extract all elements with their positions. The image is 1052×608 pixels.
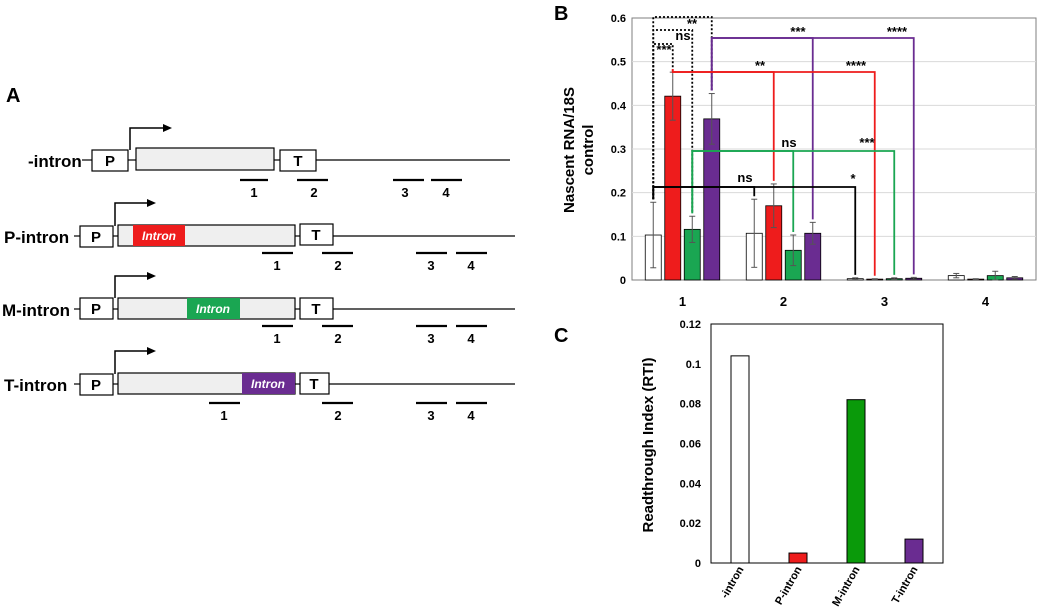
promoter-label: P: [105, 153, 115, 170]
bar-P-intron-1: [664, 95, 682, 281]
construct-p-intron: P-intron P Intron T 1 2 3 4: [4, 199, 515, 273]
terminator-box: [299, 223, 334, 246]
y-axis-title: Readthrough Index (RTI): [640, 358, 657, 533]
probe-3-label: 3: [427, 331, 434, 346]
significance-label: ****: [846, 58, 867, 73]
plot-area: [710, 323, 944, 564]
probe-4-label: 4: [467, 408, 475, 423]
promoter-label: P: [91, 301, 101, 318]
y-tick-label: 0.2: [611, 188, 626, 200]
intron-label: Intron: [142, 229, 176, 243]
intron-label: Intron: [196, 302, 230, 316]
bar-M-intron: [846, 399, 866, 564]
significance-label: ***: [790, 24, 806, 39]
y-tick-label: 0: [695, 558, 701, 570]
y-tick-label: 0.1: [611, 231, 626, 243]
y-tick-label: 0.04: [680, 478, 702, 490]
significance-bracket: [710, 37, 915, 275]
probe-1-label: 1: [273, 331, 280, 346]
probe-4-label: 4: [467, 331, 475, 346]
probe-3-label: 3: [401, 185, 408, 200]
promoter-label: P: [91, 377, 101, 394]
intron-label: Intron: [251, 377, 285, 391]
construct-label: -intron: [28, 152, 82, 171]
y-tick-label: 0.5: [611, 57, 626, 69]
construct-label: T-intron: [4, 376, 67, 395]
probe-4-label: 4: [442, 185, 450, 200]
intron-block: [242, 373, 295, 394]
probe-2-label: 2: [310, 185, 317, 200]
y-tick-label: 0.6: [611, 13, 626, 25]
y-tick-label: 0.02: [680, 518, 701, 530]
probe-2-label: 2: [334, 408, 341, 423]
significance-label: *: [850, 171, 856, 186]
intron-block: [187, 298, 240, 319]
terminator-label: T: [293, 153, 302, 170]
transcription-start-arrow: [129, 127, 166, 150]
probe-4-label: 4: [467, 258, 475, 273]
terminator-label: T: [311, 227, 320, 244]
transcription-start-arrow: [114, 202, 150, 226]
gene-body: [135, 147, 275, 171]
x-category-label: 3: [881, 294, 888, 309]
probe-3-label: 3: [427, 258, 434, 273]
y-tick-label: 0: [620, 275, 626, 287]
construct-m-intron: M-intron P Intron T 1 2 3 4: [2, 272, 515, 346]
x-category-label: 2: [780, 294, 787, 309]
x-category-label: 1: [679, 294, 686, 309]
readthrough-index-chart: Readthrough Index (RTI) 0 0.02 0.04 0.06 0.0…: [640, 319, 944, 608]
bar-P-intron: [788, 552, 808, 564]
y-tick-label: 0.06: [680, 439, 701, 451]
y-tick-label: 0.1: [686, 359, 701, 371]
panel-a-letter: A: [6, 85, 20, 107]
y-tick-label: 0.3: [611, 144, 626, 156]
significance-label: ***: [656, 42, 672, 57]
x-category-label: M-intron: [830, 564, 863, 608]
probe-2-label: 2: [334, 331, 341, 346]
transcription-start-arrow: [114, 350, 150, 374]
significance-label: ***: [859, 135, 875, 150]
x-category-label: -intron: [719, 564, 747, 600]
terminator-label: T: [309, 376, 318, 393]
construct-label: M-intron: [2, 301, 70, 320]
significance-label: ns: [737, 170, 752, 185]
promoter-label: P: [91, 229, 101, 246]
nascent-rna-chart: Nascent RNA/18S control 0 0.1 0.2 0.3 0.4 0.5…: [561, 13, 1037, 309]
y-tick-label: 0.08: [680, 399, 701, 411]
probe-1-label: 1: [220, 408, 227, 423]
y-tick-label: 0.12: [680, 319, 701, 331]
bar-T-intron: [904, 538, 924, 564]
probe-3-label: 3: [427, 408, 434, 423]
terminator-label: T: [311, 301, 320, 318]
significance-bracket: [691, 150, 896, 275]
transcription-start-arrow: [114, 275, 150, 298]
panel-c-letter: C: [554, 325, 568, 347]
y-tick-label: 0.4: [611, 100, 627, 112]
probe-2-label: 2: [334, 258, 341, 273]
significance-label: ns: [675, 28, 690, 43]
significance-bracket: [671, 69, 876, 276]
significance-label: ns: [781, 135, 796, 150]
construct-label: P-intron: [4, 228, 69, 247]
y-axis-title-line-1: Nascent RNA/18S: [561, 87, 578, 213]
x-category-label: T-intron: [890, 564, 921, 606]
panel-b-letter: B: [554, 3, 568, 25]
significance-label: **: [687, 16, 698, 31]
significance-bracket: [652, 186, 857, 275]
bar--intron: [730, 355, 750, 564]
construct-t-intron: T-intron P Intron T 1 2 3 4: [4, 347, 515, 423]
significance-label: ****: [887, 24, 908, 39]
intron-block: [133, 225, 185, 246]
x-category-label: P-intron: [773, 564, 805, 607]
probe-1-label: 1: [273, 258, 280, 273]
construct-no-intron: -intron P T 1 2 3 4: [28, 124, 510, 200]
significance-label: **: [755, 58, 766, 73]
x-category-label: 4: [982, 294, 990, 309]
y-axis-title-line-2: control: [580, 125, 597, 176]
probe-1-label: 1: [250, 185, 257, 200]
